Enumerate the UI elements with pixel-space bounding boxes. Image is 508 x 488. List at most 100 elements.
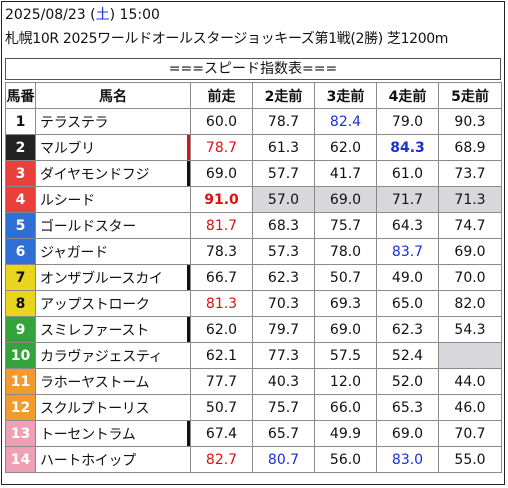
speed-index-cell: 49.9: [314, 420, 377, 447]
table-row: 4 ルシード 91.0 57.0 69.0 71.7 71.3: [5, 186, 502, 213]
horse-number: 8: [5, 290, 36, 317]
speed-index-cell: 68.9: [438, 134, 502, 161]
horse-number: 12: [5, 394, 36, 421]
table-row: 11 ラホーヤストーム 77.7 40.3 12.0 52.0 44.0: [5, 368, 502, 395]
speed-index-cell: 68.3: [252, 212, 315, 239]
speed-index-cell: 78.7: [252, 108, 315, 135]
horse-name: オンザブルースカイ: [35, 264, 191, 291]
horse-number: 2: [5, 134, 36, 161]
race-weekday: 土: [95, 7, 110, 23]
speed-index-cell: 44.0: [438, 368, 502, 395]
speed-index-cell-empty: [438, 342, 502, 369]
horse-number: 4: [5, 186, 36, 213]
speed-index-cell: 66.7: [190, 264, 253, 291]
speed-index-cell: 75.7: [252, 394, 315, 421]
speed-index-cell: 69.3: [314, 290, 377, 317]
speed-index-table: 馬番 馬名 前走 2走前 3走前 4走前 5走前 1 テラステラ 60.0 78…: [5, 82, 502, 473]
speed-index-cell: 71.3: [438, 186, 502, 213]
table-row: 7 オンザブルースカイ 66.7 62.3 50.7 49.0 70.0: [5, 264, 502, 291]
speed-index-cell: 70.0: [438, 264, 502, 291]
speed-index-cell: 69.0: [376, 420, 439, 447]
speed-index-cell: 54.3: [438, 316, 502, 343]
col-horse-name: 馬名: [35, 82, 191, 109]
table-row: 3 ダイヤモンドフジ 69.0 57.7 41.7 61.0 73.7: [5, 160, 502, 187]
horse-name: ハートホイップ: [35, 446, 191, 473]
table-row: 6 ジャガード 78.3 57.3 78.0 83.7 69.0: [5, 238, 502, 265]
horse-number: 3: [5, 160, 36, 187]
speed-index-cell: 90.3: [438, 108, 502, 135]
horse-number: 11: [5, 368, 36, 395]
table-row: 2 マルブリ 78.7 61.3 62.0 84.3 68.9: [5, 134, 502, 161]
speed-index-cell: 82.4: [314, 108, 377, 135]
speed-index-cell: 65.0: [376, 290, 439, 317]
speed-index-cell: 83.0: [376, 446, 439, 473]
speed-index-cell: 62.3: [252, 264, 315, 291]
col-4-races-ago: 4走前: [376, 82, 439, 109]
speed-index-cell: 80.7: [252, 446, 315, 473]
speed-index-cell: 74.7: [438, 212, 502, 239]
speed-index-cell: 56.0: [314, 446, 377, 473]
table-row: 14 ハートホイップ 82.7 80.7 56.0 83.0 55.0: [5, 446, 502, 473]
speed-index-cell: 52.0: [376, 368, 439, 395]
horse-name: アップストローク: [35, 290, 191, 317]
speed-index-cell: 70.3: [252, 290, 315, 317]
horse-number: 14: [5, 446, 36, 473]
table-row: 12 スクルプトーリス 50.7 75.7 66.0 65.3 46.0: [5, 394, 502, 421]
col-5-races-ago: 5走前: [438, 82, 502, 109]
table-row: 1 テラステラ 60.0 78.7 82.4 79.0 90.3: [5, 108, 502, 135]
speed-index-cell: 77.7: [190, 368, 253, 395]
weekday-open-paren: (: [85, 7, 96, 23]
speed-index-cell: 49.0: [376, 264, 439, 291]
race-date: 2025/08/23: [5, 7, 86, 23]
speed-index-cell: 75.7: [314, 212, 377, 239]
speed-index-cell: 81.3: [190, 290, 253, 317]
speed-index-cell: 67.4: [190, 420, 253, 447]
speed-index-cell: 82.7: [190, 446, 253, 473]
speed-index-cell: 61.0: [376, 160, 439, 187]
col-2-races-ago: 2走前: [252, 82, 315, 109]
header-row: 馬番 馬名 前走 2走前 3走前 4走前 5走前: [5, 82, 502, 109]
race-title: 札幌10R 2025ワールドオールスタージョッキーズ第1戦(2勝) 芝1200m: [5, 31, 449, 47]
speed-index-cell: 46.0: [438, 394, 502, 421]
col-last-race: 前走: [190, 82, 253, 109]
speed-index-cell: 71.7: [376, 186, 439, 213]
table-row: 5 ゴールドスター 81.7 68.3 75.7 64.3 74.7: [5, 212, 502, 239]
horse-number: 7: [5, 264, 36, 291]
speed-index-cell: 83.7: [376, 238, 439, 265]
horse-name: ルシード: [35, 186, 191, 213]
speed-index-cell: 41.7: [314, 160, 377, 187]
speed-index-cell: 65.7: [252, 420, 315, 447]
table-row: 8 アップストローク 81.3 70.3 69.3 65.0 82.0: [5, 290, 502, 317]
horse-number: 1: [5, 108, 36, 135]
horse-number: 6: [5, 238, 36, 265]
weekday-close-paren: ): [109, 7, 120, 23]
horse-name: テラステラ: [35, 108, 191, 135]
race-time: 15:00: [119, 7, 160, 23]
speed-index-cell: 61.3: [252, 134, 315, 161]
speed-index-cell: 55.0: [438, 446, 502, 473]
horse-name: ジャガード: [35, 238, 191, 265]
speed-index-cell: 12.0: [314, 368, 377, 395]
speed-index-cell: 62.3: [376, 316, 439, 343]
speed-index-cell: 81.7: [190, 212, 253, 239]
speed-index-cell: 66.0: [314, 394, 377, 421]
horse-name: スクルプトーリス: [35, 394, 191, 421]
speed-index-cell: 79.7: [252, 316, 315, 343]
speed-index-cell: 78.7: [190, 134, 253, 161]
horse-name: ラホーヤストーム: [35, 368, 191, 395]
speed-index-cell: 73.7: [438, 160, 502, 187]
horse-name: マルブリ: [35, 134, 191, 161]
speed-index-cell: 69.0: [190, 160, 253, 187]
speed-index-cell: 64.3: [376, 212, 439, 239]
speed-index-cell: 57.3: [252, 238, 315, 265]
horse-name: トーセントラム: [35, 420, 191, 447]
speed-index-cell: 57.5: [314, 342, 377, 369]
horse-number: 9: [5, 316, 36, 343]
horse-name: スミレファースト: [35, 316, 191, 343]
race-datetime: 2025/08/23 (土) 15:00: [5, 6, 160, 24]
table-row: 10 カラヴァジェスティ 62.1 77.3 57.5 52.4: [5, 342, 502, 369]
speed-index-cell: 82.0: [438, 290, 502, 317]
speed-index-cell: 57.0: [252, 186, 315, 213]
speed-index-cell: 69.0: [314, 316, 377, 343]
table-row: 9 スミレファースト 62.0 79.7 69.0 62.3 54.3: [5, 316, 502, 343]
